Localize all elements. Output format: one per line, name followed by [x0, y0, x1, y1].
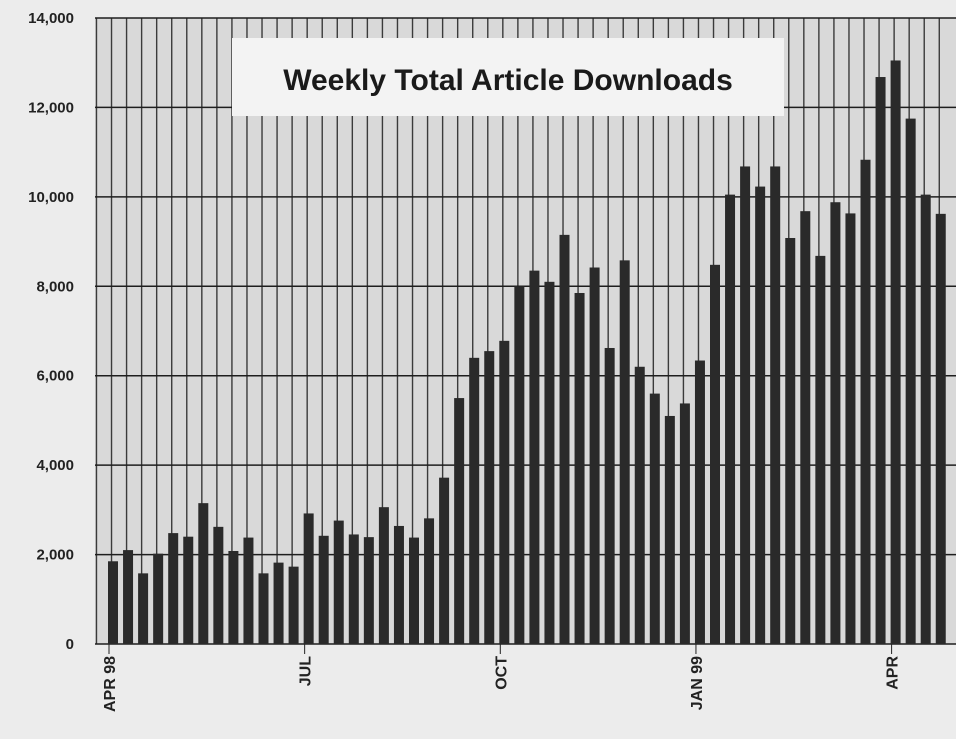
bar	[514, 286, 525, 644]
x-tick-label: APR	[885, 656, 902, 690]
bar	[755, 186, 766, 644]
bar	[499, 340, 510, 644]
x-tick-label: APR 98	[102, 656, 119, 712]
y-tick-label: 12,000	[28, 99, 74, 116]
bar	[484, 351, 495, 644]
bar	[574, 292, 585, 644]
bar	[378, 507, 389, 644]
y-tick-label: 2,000	[36, 547, 74, 564]
y-tick-label: 6,000	[36, 368, 74, 385]
y-tick-label: 4,000	[36, 457, 74, 474]
chart-title: Weekly Total Article Downloads	[283, 64, 733, 97]
bar	[439, 477, 450, 644]
bar	[409, 537, 419, 644]
bar	[424, 518, 435, 644]
bar	[905, 118, 916, 645]
bar	[108, 561, 118, 644]
bar	[875, 77, 886, 645]
bar	[138, 573, 149, 644]
bar	[454, 398, 465, 644]
bar	[664, 415, 675, 644]
bar	[770, 166, 781, 645]
bar	[845, 213, 856, 644]
bar	[469, 357, 480, 644]
bar	[288, 566, 299, 644]
y-tick-label: 14,000	[28, 10, 74, 27]
bar	[935, 213, 946, 644]
bar	[348, 534, 359, 644]
bar	[890, 60, 901, 644]
bar	[634, 366, 645, 644]
bar	[649, 393, 660, 644]
chart-title-box	[232, 38, 784, 116]
bar	[815, 255, 826, 644]
bar	[589, 267, 600, 644]
bar	[604, 347, 615, 644]
bar	[725, 194, 736, 644]
bar	[544, 281, 555, 644]
bar	[228, 550, 239, 644]
bar	[920, 194, 931, 644]
y-tick-label: 8,000	[36, 278, 74, 295]
bar	[198, 503, 209, 644]
bar	[740, 166, 751, 645]
y-axis-ticks: 0 2,000 4,000 6,000 8,000 10,000 12,000 14,000	[28, 10, 74, 653]
x-tick-label: JAN 99	[689, 656, 706, 710]
bar	[243, 537, 254, 644]
y-tick-label: 0	[66, 636, 74, 653]
bar	[183, 536, 194, 644]
bar	[785, 237, 796, 644]
bar	[258, 573, 269, 644]
bar	[393, 525, 404, 644]
horizontal-gridlines	[95, 17, 956, 645]
x-tick-label: OCT	[493, 656, 510, 690]
bar	[363, 537, 374, 644]
bar	[333, 520, 344, 644]
y-tick-label: 10,000	[28, 189, 74, 206]
bar	[830, 202, 841, 645]
bar	[273, 562, 284, 644]
bar	[153, 553, 164, 644]
bar	[694, 360, 705, 644]
bar	[800, 211, 811, 644]
bar	[318, 535, 329, 644]
x-axis-ticks: APR 98 JUL OCT JAN 99 APR	[102, 644, 902, 712]
plot-background	[95, 18, 956, 644]
bar	[123, 550, 134, 644]
bar	[619, 260, 630, 644]
bar	[529, 270, 540, 644]
bar	[679, 403, 690, 644]
bar	[559, 234, 570, 644]
bar	[303, 513, 314, 644]
bar	[710, 264, 720, 644]
bar	[168, 533, 179, 644]
x-tick-label: JUL	[298, 656, 315, 686]
bar	[860, 159, 871, 644]
bars-group	[108, 60, 946, 645]
bar	[213, 526, 224, 644]
